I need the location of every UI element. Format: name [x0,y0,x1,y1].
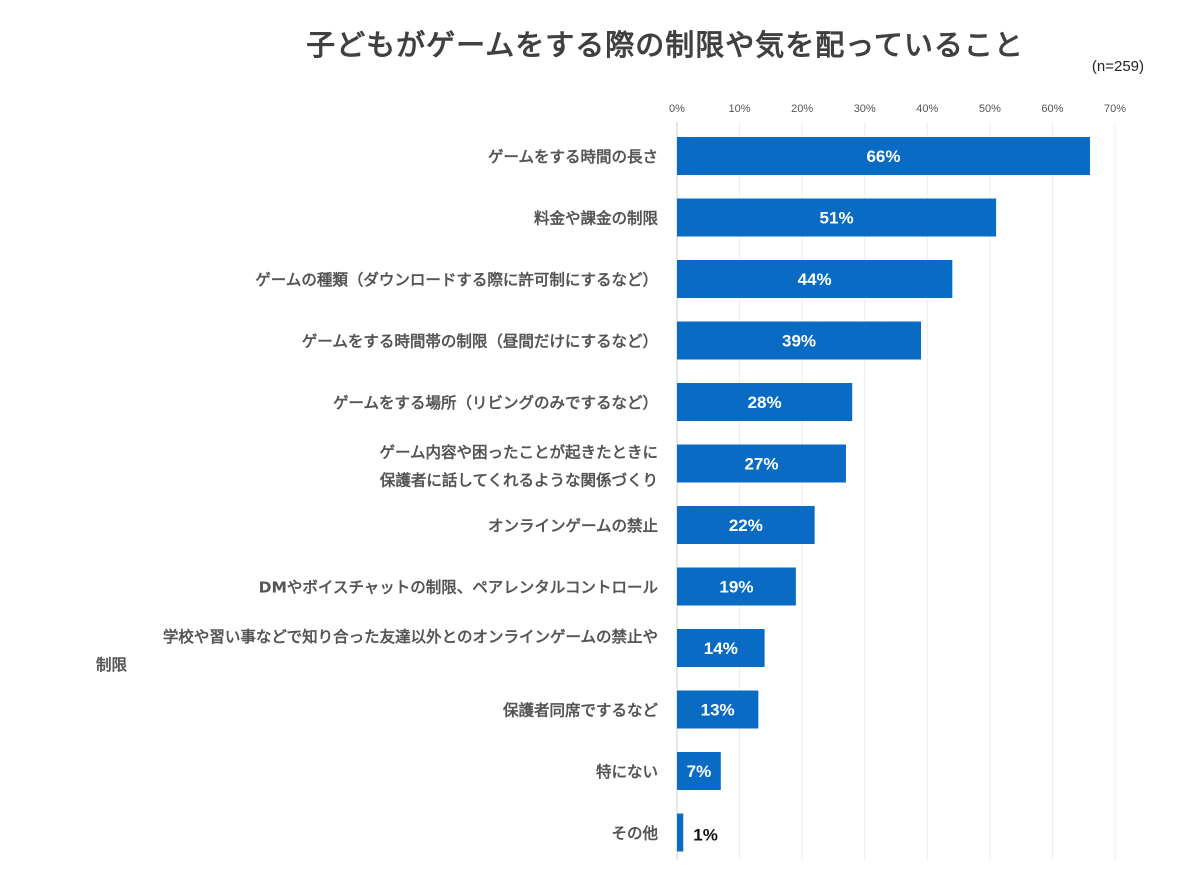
category-label: 制限 [96,656,128,674]
category-label: 学校や習い事などで知り合った友達以外とのオンラインゲームの禁止や [163,627,658,646]
data-label: 19% [719,578,753,597]
x-tick-label: 70% [1104,103,1126,115]
data-label: 13% [701,701,735,720]
bar [677,383,853,421]
x-tick-label: 30% [854,103,876,115]
x-tick-label: 20% [791,103,813,115]
data-label: 22% [729,516,763,535]
x-tick-label: 0% [669,103,685,115]
category-label: ゲーム内容や困ったことが起きたときに [379,443,658,462]
bar [677,752,721,790]
category-label: 保護者同席でするなど [502,701,659,720]
category-label: オンラインゲームの禁止 [488,516,659,535]
x-tick-label: 10% [729,103,751,115]
bar [677,321,922,360]
category-label: DMやボイスチャットの制限、ペアレンタルコントロール [259,579,659,597]
category-label: 保護者に話してくれるような関係づくり [379,471,658,490]
data-label: 44% [798,270,832,289]
data-label: 14% [704,639,738,658]
bar [677,813,684,852]
bar [677,690,759,729]
data-label: 1% [693,826,718,845]
bar [677,506,815,544]
category-label: ゲームをする時間の長さ [488,147,658,166]
data-label: 51% [820,209,854,228]
bar [677,137,1090,175]
category-label: ゲームをする時間帯の制限（昼間だけにするなど） [302,332,658,351]
data-label: 7% [687,762,712,781]
bar [677,198,997,237]
category-label: 料金や課金の制限 [534,209,659,228]
x-tick-label: 60% [1041,103,1063,115]
category-label: 特にない [596,762,658,781]
data-label: 39% [782,332,816,351]
category-label: その他 [611,824,658,843]
data-label: 66% [866,147,900,166]
x-tick-label: 40% [916,103,938,115]
bar [677,567,796,606]
bar [677,260,953,298]
x-tick-label: 50% [979,103,1001,115]
data-label: 28% [748,393,782,412]
bar [677,444,846,483]
chart-title: 子どもがゲームをする際の制限や気を配っていること [306,28,1024,62]
sample-size: (n=259) [1091,58,1144,75]
category-label: ゲームの種類（ダウンロードする際に許可制にするなど） [255,270,658,289]
category-label: ゲームをする場所（リビングのみでするなど） [333,393,658,412]
data-label: 27% [744,455,778,474]
bar [677,629,765,667]
